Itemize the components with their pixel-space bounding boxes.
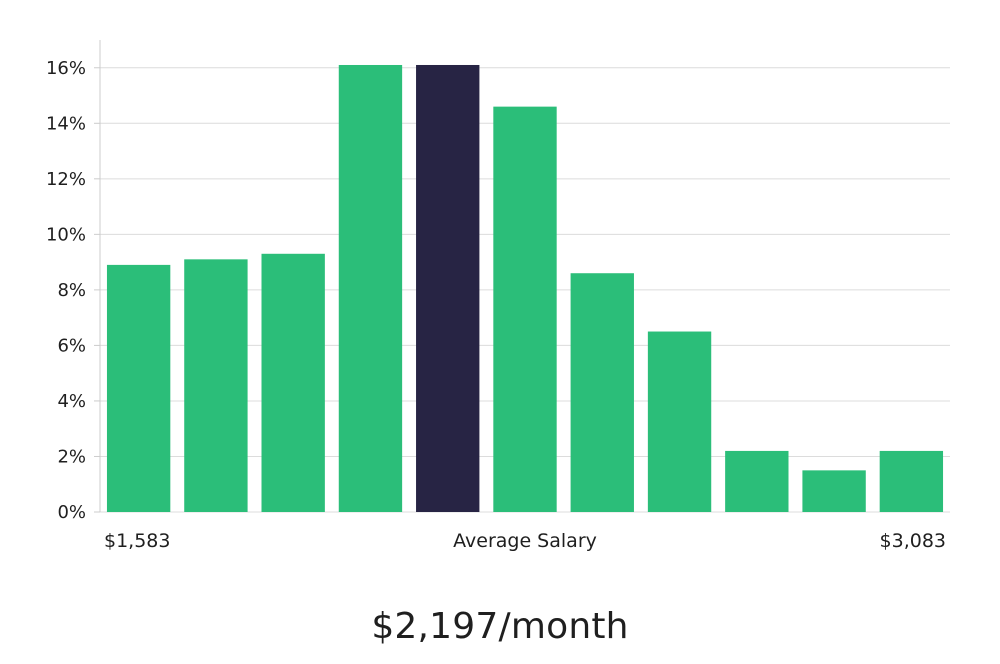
- y-tick-label: 10%: [46, 224, 86, 245]
- bar-average: [416, 64, 480, 513]
- y-tick-label: 8%: [57, 280, 86, 301]
- y-tick-label: 14%: [46, 113, 86, 134]
- bar: [802, 470, 866, 512]
- bar: [338, 64, 403, 513]
- bar: [184, 259, 248, 512]
- y-axis: 0% 2% 4% 6% 8% 10% 12% 14% 16%: [46, 40, 101, 523]
- bar: [106, 264, 171, 512]
- bar: [493, 106, 557, 513]
- bars: [106, 64, 944, 513]
- bar: [879, 450, 944, 512]
- y-tick-label: 16%: [46, 58, 86, 79]
- x-axis-labels: $1,583 Average Salary $3,083: [104, 530, 946, 552]
- y-tick-label: 6%: [57, 335, 86, 356]
- x-label-average: Average Salary: [453, 530, 597, 552]
- y-tick-label: 2%: [57, 446, 86, 467]
- x-label-min: $1,583: [104, 530, 170, 552]
- bar: [725, 450, 789, 512]
- bar: [647, 331, 712, 512]
- y-tick-label: 12%: [46, 169, 86, 190]
- x-label-max: $3,083: [880, 530, 946, 552]
- y-tick-label: 0%: [57, 502, 86, 523]
- y-tick-label: 4%: [57, 391, 86, 412]
- average-salary-headline: $2,197/month: [371, 606, 629, 647]
- bar: [261, 253, 325, 512]
- bar: [570, 273, 634, 512]
